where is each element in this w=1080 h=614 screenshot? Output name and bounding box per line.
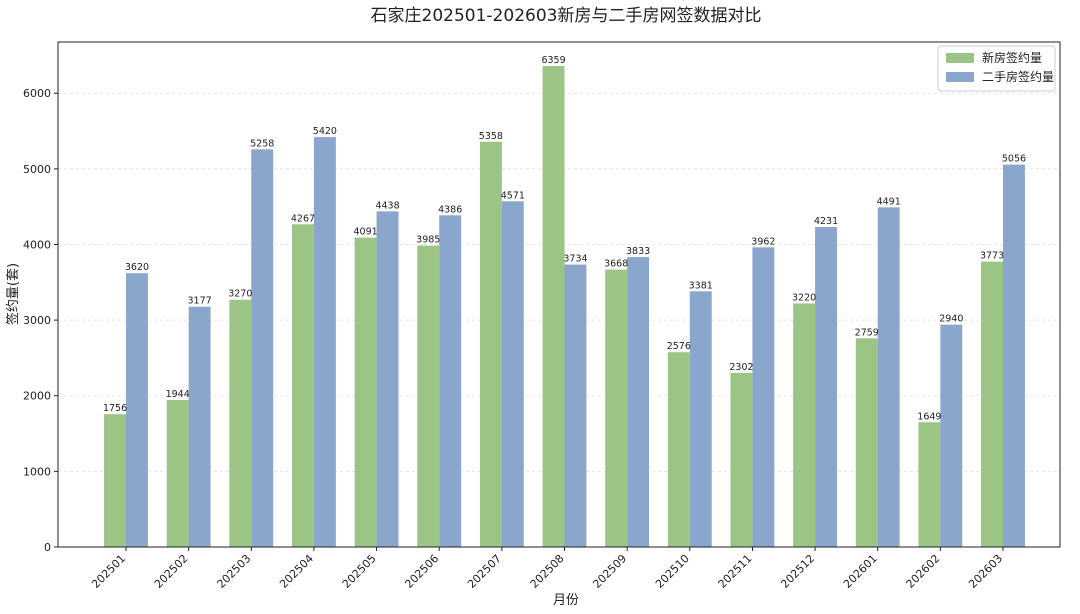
x-tick-label: 202512 xyxy=(778,552,817,591)
bar-new-house-202510 xyxy=(667,352,690,547)
data-label-second-hand-202507: 4571 xyxy=(501,190,525,201)
x-tick-label: 202506 xyxy=(402,552,441,591)
y-axis-label: 签约量(套) xyxy=(5,263,21,325)
y-tick-label: 3000 xyxy=(23,314,51,327)
plot-frame xyxy=(57,41,1061,548)
y-tick-label: 1000 xyxy=(23,465,51,478)
data-label-second-hand-202511: 3962 xyxy=(751,236,775,247)
y-tick-label: 6000 xyxy=(23,87,51,100)
bar-new-house-202501 xyxy=(104,414,126,547)
legend: 新房签约量 二手房签约量 xyxy=(937,45,1056,92)
data-label-new-house-202511: 2302 xyxy=(729,362,753,373)
bar-new-house-202502 xyxy=(166,399,189,547)
bar-new-house-202603 xyxy=(981,261,1003,547)
x-tick-label: 202601 xyxy=(841,552,880,591)
data-label-second-hand-202504: 5420 xyxy=(313,126,337,137)
data-label-second-hand-202503: 5258 xyxy=(250,138,274,149)
bar-new-house-202505 xyxy=(354,237,377,547)
bar-second-hand-202509 xyxy=(627,257,650,547)
data-label-second-hand-202601: 4491 xyxy=(877,196,901,207)
data-label-new-house-202504: 4267 xyxy=(291,213,315,224)
legend-swatch-new-house xyxy=(946,53,974,63)
bar-new-house-202504 xyxy=(292,224,314,548)
y-tick-label: 4000 xyxy=(23,238,51,251)
bar-second-hand-202502 xyxy=(188,306,211,547)
x-axis-label: 月份 xyxy=(553,593,579,608)
legend-swatch-second-hand xyxy=(946,72,974,82)
x-tick-label: 202501 xyxy=(89,552,128,591)
bar-second-hand-202603 xyxy=(1003,164,1025,548)
data-label-second-hand-202505: 4438 xyxy=(375,200,399,211)
data-label-new-house-202502: 1944 xyxy=(166,389,190,400)
x-tick-label: 202602 xyxy=(904,552,943,591)
bar-second-hand-202501 xyxy=(126,273,148,547)
bar-new-house-202506 xyxy=(417,245,440,548)
bar-second-hand-202503 xyxy=(251,149,274,547)
data-label-second-hand-202509: 3833 xyxy=(626,246,650,257)
chart-title: 石家庄202501-202603新房与二手房网签数据对比 xyxy=(371,6,762,26)
data-label-new-house-202501: 1756 xyxy=(103,403,127,414)
data-label-second-hand-202602: 2940 xyxy=(939,314,963,325)
legend-label-new-house: 新房签约量 xyxy=(982,50,1042,65)
bar-second-hand-202511 xyxy=(752,247,775,548)
bar-second-hand-202602 xyxy=(940,324,963,547)
bar-second-hand-202510 xyxy=(689,291,712,547)
x-tick-label: 202507 xyxy=(465,552,504,591)
data-label-second-hand-202512: 4231 xyxy=(814,216,838,227)
y-tick-label: 5000 xyxy=(23,163,51,176)
x-tick-label: 202603 xyxy=(966,552,1005,591)
x-tick-label: 202510 xyxy=(653,552,692,591)
x-tick-label: 202509 xyxy=(590,552,629,591)
bar-new-house-202512 xyxy=(793,303,816,547)
data-label-new-house-202508: 6359 xyxy=(541,55,565,66)
bar-second-hand-202504 xyxy=(313,137,336,548)
data-label-new-house-202512: 3220 xyxy=(792,292,816,303)
bar-second-hand-202507 xyxy=(501,201,524,548)
bars xyxy=(104,66,1025,548)
bar-new-house-202511 xyxy=(730,372,753,547)
bar-second-hand-202505 xyxy=(376,211,399,547)
bar-second-hand-202512 xyxy=(815,226,837,548)
data-label-new-house-202506: 3985 xyxy=(416,235,440,246)
data-label-second-hand-202501: 3620 xyxy=(125,262,149,273)
bar-second-hand-202508 xyxy=(564,264,587,547)
data-label-second-hand-202508: 3734 xyxy=(563,254,587,265)
data-label-new-house-202509: 3668 xyxy=(604,259,628,270)
x-tick-label: 202504 xyxy=(277,552,316,591)
data-label-new-house-202603: 3773 xyxy=(980,251,1004,262)
data-labels: 1756 3620 1944 3177 3270 5258 4267 5420 4091 4438… xyxy=(103,55,1026,422)
x-tick-label: 202508 xyxy=(528,552,567,591)
bar-new-house-202601 xyxy=(855,338,878,547)
bar-new-house-202509 xyxy=(605,269,628,547)
data-label-new-house-202503: 3270 xyxy=(228,289,252,300)
bar-second-hand-202601 xyxy=(877,207,900,547)
y-axis: 0 1000 2000 3000 4000 5000 6000 xyxy=(23,87,58,554)
data-label-second-hand-202510: 3381 xyxy=(689,280,713,291)
data-label-new-house-202602: 1649 xyxy=(917,411,941,422)
data-label-second-hand-202502: 3177 xyxy=(188,296,212,307)
y-tick-label: 2000 xyxy=(23,390,51,403)
data-label-second-hand-202506: 4386 xyxy=(438,204,462,215)
x-axis: 202501 202502 202503 202504 202505 202506 2025… xyxy=(89,547,1005,591)
bar-new-house-202503 xyxy=(229,299,252,547)
x-tick-label: 202502 xyxy=(152,552,191,591)
x-tick-label: 202505 xyxy=(340,552,379,591)
bar-new-house-202508 xyxy=(542,66,565,548)
data-label-new-house-202507: 5358 xyxy=(479,131,503,142)
bar-new-house-202507 xyxy=(479,141,502,547)
bar-new-house-202602 xyxy=(918,422,941,547)
data-label-new-house-202505: 4091 xyxy=(354,227,378,238)
data-label-new-house-202510: 2576 xyxy=(667,341,691,352)
bar-second-hand-202506 xyxy=(439,215,462,548)
x-tick-label: 202511 xyxy=(716,552,755,591)
data-label-new-house-202601: 2759 xyxy=(855,327,879,338)
legend-label-second-hand: 二手房签约量 xyxy=(982,69,1054,84)
y-tick-label: 0 xyxy=(44,541,51,554)
x-tick-label: 202503 xyxy=(215,552,254,591)
data-label-second-hand-202603: 5056 xyxy=(1002,154,1026,165)
